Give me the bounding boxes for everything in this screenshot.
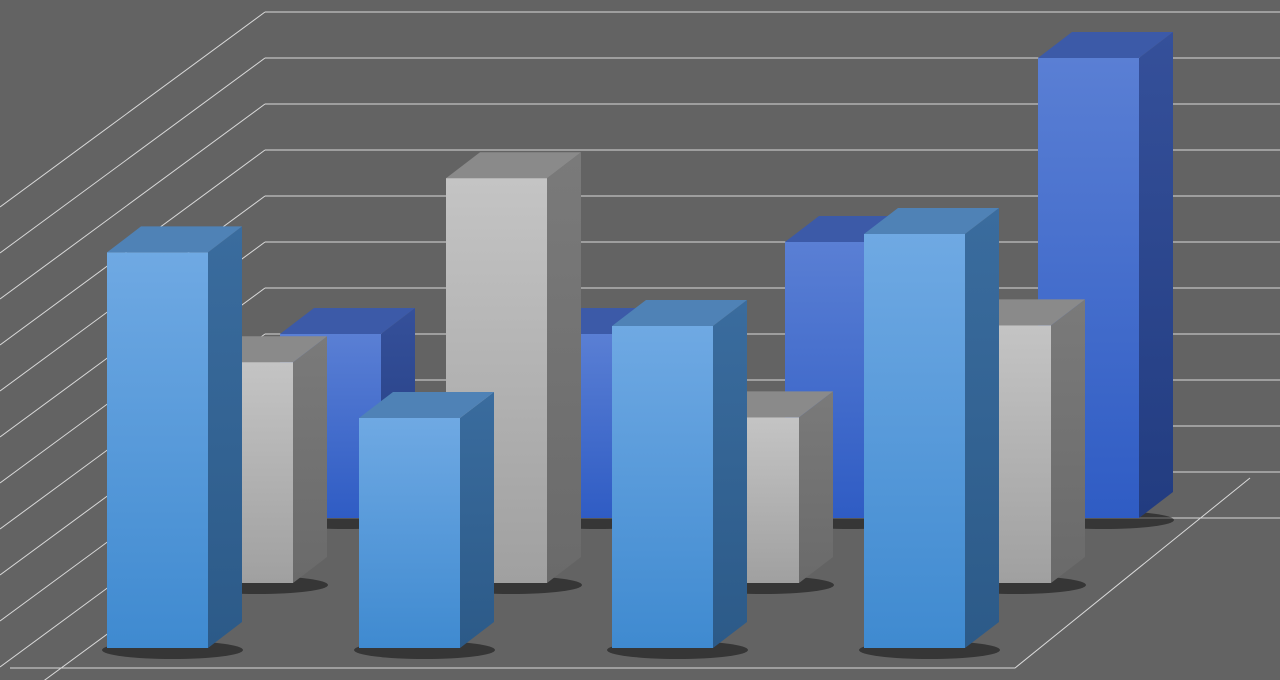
bar-front-face [359,418,460,648]
bar-top-face [280,308,415,334]
bar-side-face [460,392,494,648]
gridline-side [0,11,266,208]
bar-side-face [799,391,833,583]
bar-side-face [1139,32,1173,518]
gridline-side [0,103,266,300]
chart-floor [10,477,1251,669]
bar-top-face [446,152,581,179]
bar-top-face [359,392,494,418]
bar-side-face [293,336,327,583]
bar-top-face [864,208,999,234]
bar-front-face [864,234,965,648]
bar-top-face [107,226,242,253]
bar-middle-2 [441,152,582,594]
bar-front-3 [607,300,748,659]
floor-edge [10,477,1251,669]
bar-front-face [107,252,208,648]
bar-side-face [965,208,999,648]
bar-side-face [208,226,242,648]
bar-front-4 [859,208,1000,659]
bar-front-1 [102,226,243,659]
bar-side-face [713,300,747,648]
gridline-side [0,57,266,254]
bar-side-face [547,152,581,583]
bar-front-face [612,326,713,648]
bar-top-face [1038,32,1173,58]
bar-top-face [612,300,747,326]
bars [102,32,1174,659]
bar-side-face [1051,299,1085,583]
bar-front-2 [354,392,495,659]
